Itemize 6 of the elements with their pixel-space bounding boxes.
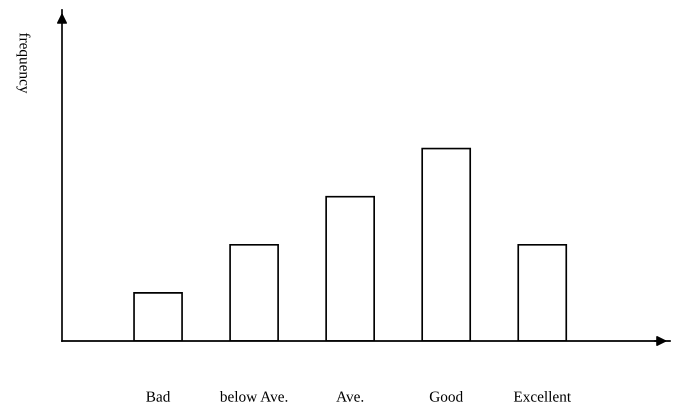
x-tick-label: Good <box>430 391 463 402</box>
y-axis-title: frequency <box>16 32 30 94</box>
x-tick-label: Bad <box>146 391 170 402</box>
x-tick-label: below Ave. <box>220 391 288 402</box>
x-tick-label: Ave. <box>336 392 364 402</box>
x-tick-label: Excellent <box>514 391 572 402</box>
